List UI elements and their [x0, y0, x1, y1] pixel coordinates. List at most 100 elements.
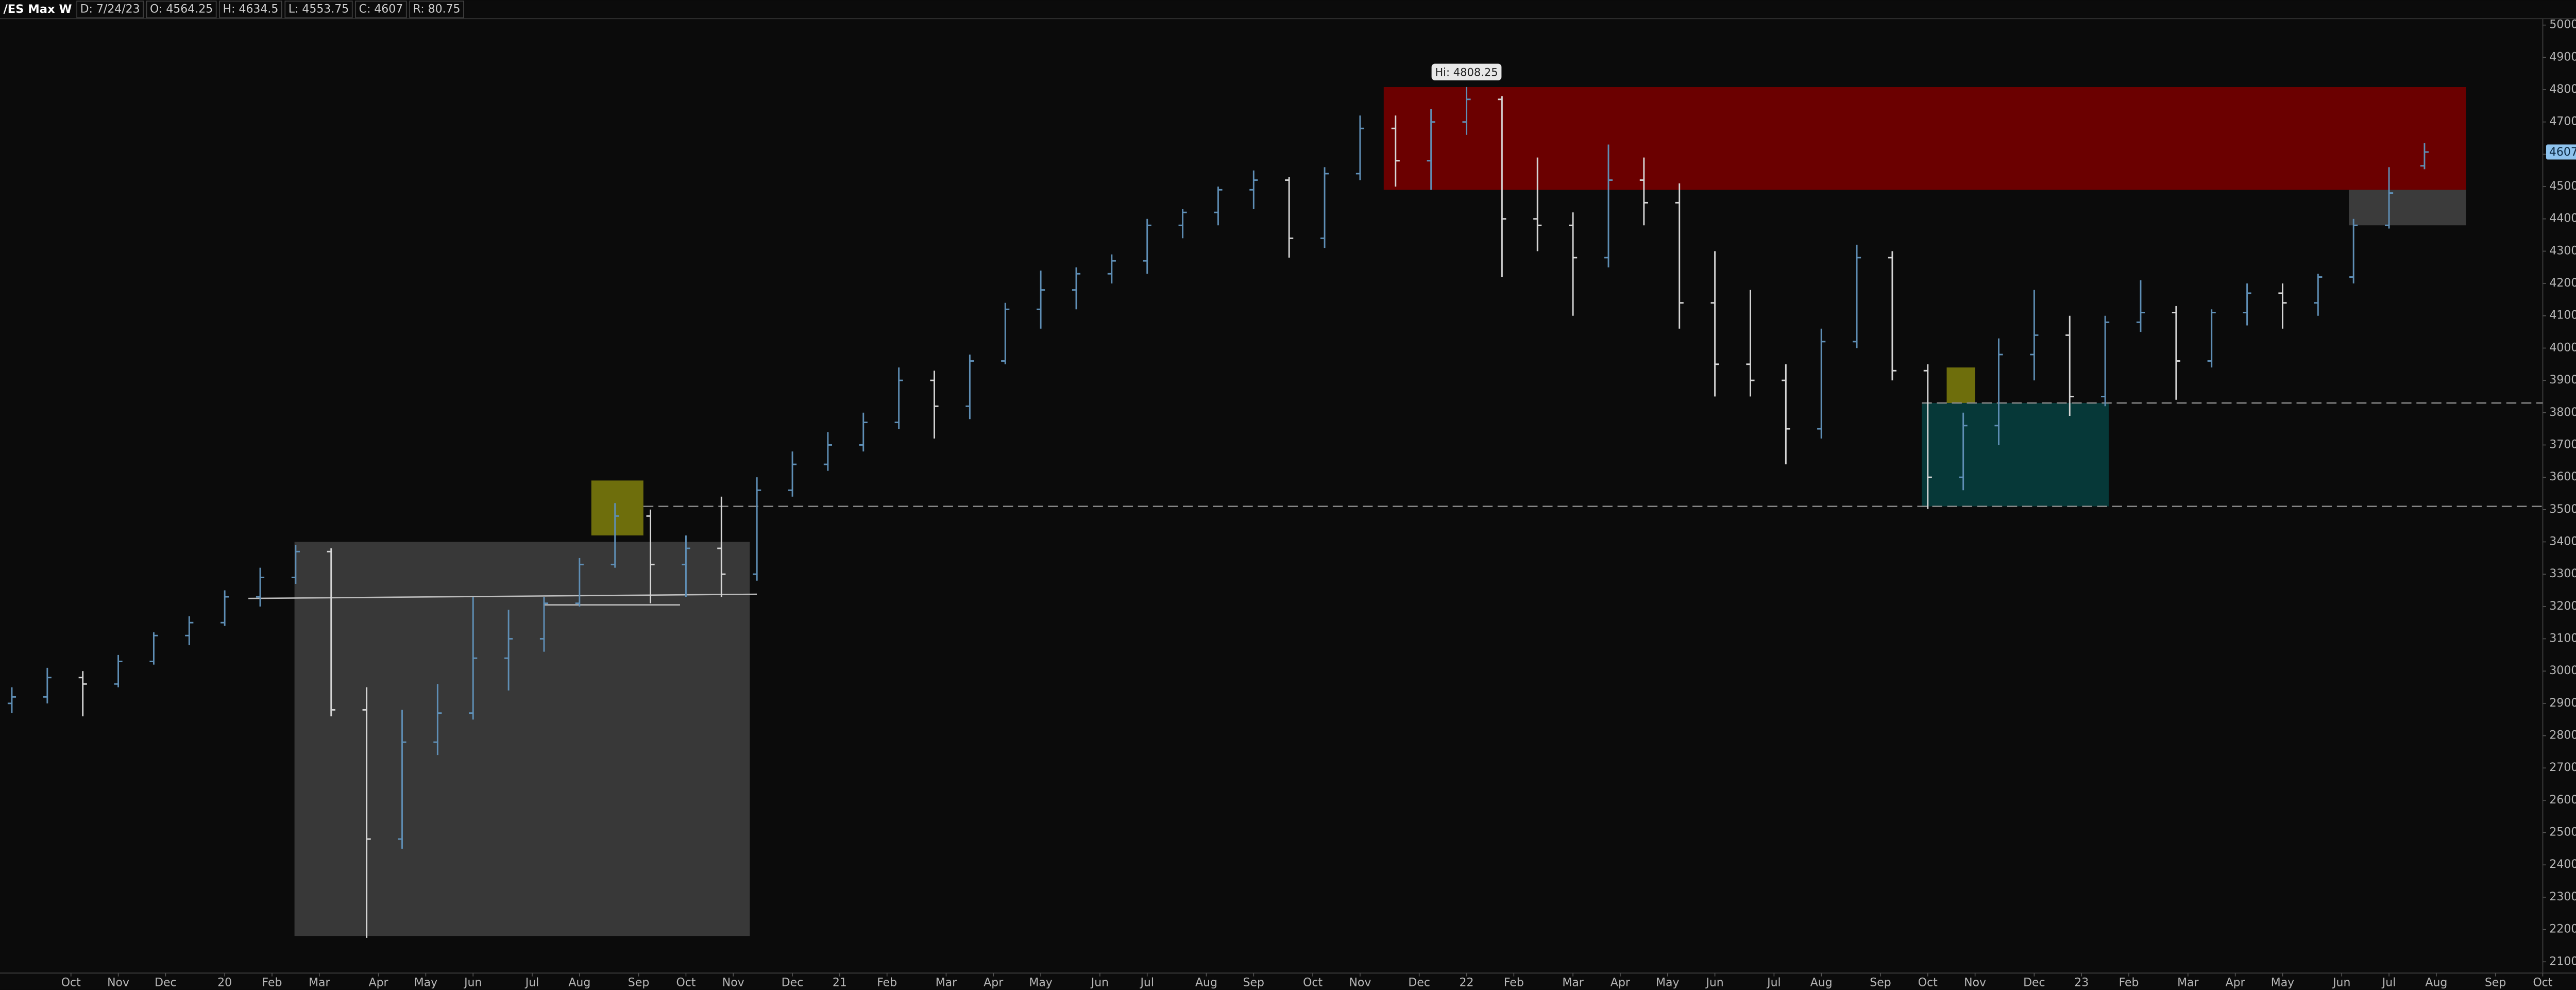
last-price-box [2546, 144, 2576, 160]
y-tick-label: 3200 [2549, 600, 2576, 613]
y-tick-label: 4900 [2549, 51, 2576, 63]
y-tick-label: 4100 [2549, 309, 2576, 322]
header-field: C: 4607 [359, 3, 403, 15]
x-tick-label: Oct [1303, 977, 1323, 989]
y-tick-label: 4500 [2549, 180, 2576, 193]
zone [1946, 367, 1975, 403]
y-tick-label: 3800 [2549, 406, 2576, 419]
y-tick-label: 4400 [2549, 212, 2576, 225]
x-tick-label: Nov [1349, 977, 1371, 989]
y-tick-label: 2700 [2549, 761, 2576, 774]
x-tick-label: Jun [1705, 977, 1723, 989]
header-field-box [355, 1, 407, 19]
y-tick-label: 4300 [2549, 244, 2576, 257]
zone [1922, 402, 2109, 507]
y-tick-label: 2400 [2549, 858, 2576, 871]
x-tick-label: Oct [2533, 977, 2552, 989]
x-tick-label: 21 [833, 977, 847, 989]
zone [591, 480, 643, 535]
x-tick-label: Apr [369, 977, 389, 989]
x-tick-label: May [1029, 977, 1052, 989]
x-tick-label: Dec [782, 977, 804, 989]
y-tick-label: 3300 [2549, 567, 2576, 580]
y-tick-label: 3100 [2549, 632, 2576, 645]
y-tick-label: 2200 [2549, 923, 2576, 936]
y-tick-label: 2300 [2549, 891, 2576, 903]
y-tick-label: 4800 [2549, 83, 2576, 96]
y-tick-label: 4700 [2549, 115, 2576, 128]
x-tick-label: Sep [1870, 977, 1891, 989]
x-tick-label: Feb [262, 977, 282, 989]
x-tick-label: May [414, 977, 437, 989]
y-tick-label: 3400 [2549, 535, 2576, 548]
y-tick-label: 2500 [2549, 826, 2576, 839]
x-tick-label: Jul [1766, 977, 1781, 989]
x-tick-label: Oct [676, 977, 696, 989]
x-tick-label: Aug [1195, 977, 1217, 989]
header-field-box [76, 1, 144, 19]
header-field: H: 4634.5 [223, 3, 279, 15]
x-tick-label: May [1656, 977, 1679, 989]
header-field: O: 4564.25 [150, 3, 213, 15]
y-tick-label: 2600 [2549, 794, 2576, 807]
x-tick-label: Jun [1090, 977, 1109, 989]
zone [1383, 87, 2466, 190]
x-tick-label: Sep [2485, 977, 2506, 989]
x-tick-label: Sep [1243, 977, 1264, 989]
header-field: L: 4553.75 [289, 3, 349, 15]
x-tick-label: Jun [2332, 977, 2350, 989]
x-tick-label: Mar [309, 977, 330, 989]
header-field-box [284, 1, 353, 19]
x-tick-label: Jul [2381, 977, 2396, 989]
x-tick-label: Aug [1810, 977, 1833, 989]
axes: 2100 2200 2300 2400 2500 2600 2700 2800 2900 3000… [61, 19, 2576, 989]
x-tick-label: 23 [2074, 977, 2089, 989]
zones [248, 87, 2543, 936]
header-field-box [409, 1, 464, 19]
y-tick-label: 3900 [2549, 374, 2576, 387]
x-tick-label: Dec [2023, 977, 2045, 989]
x-tick-label: Jul [1139, 977, 1154, 989]
x-tick-label: Mar [2177, 977, 2199, 989]
x-tick-label: Jun [463, 977, 482, 989]
x-tick-label: Nov [722, 977, 744, 989]
x-tick-label: Aug [2425, 977, 2447, 989]
x-tick-label: Apr [984, 977, 1004, 989]
header-field-box [146, 1, 217, 19]
symbol-title: /ES Max W [3, 3, 72, 16]
header-field: R: 80.75 [413, 3, 461, 15]
header-field-box [219, 1, 282, 19]
x-tick-label: Apr [2226, 977, 2246, 989]
x-tick-label: Dec [1408, 977, 1430, 989]
y-tick-label: 3700 [2549, 438, 2576, 451]
x-tick-label: Sep [628, 977, 649, 989]
x-tick-label: Mar [936, 977, 957, 989]
header-field: D: 7/24/23 [80, 3, 140, 15]
last-price-label: 4607 [2549, 146, 2576, 159]
y-tick-label: 3000 [2549, 664, 2576, 677]
x-tick-label: Jul [524, 977, 539, 989]
y-tick-label: 2900 [2549, 697, 2576, 710]
x-tick-label: Oct [61, 977, 81, 989]
trend-line [248, 593, 757, 599]
x-tick-label: Feb [877, 977, 897, 989]
y-tick-label: 4200 [2549, 277, 2576, 290]
x-tick-label: Aug [568, 977, 590, 989]
high-label: Hi: 4808.25 [1435, 66, 1498, 78]
x-tick-label: 22 [1460, 977, 1474, 989]
y-tick-label: 2800 [2549, 729, 2576, 742]
bars: Hi: 4808.25 [7, 63, 2429, 938]
y-tick-label: 3600 [2549, 471, 2576, 483]
zone [294, 542, 750, 936]
x-tick-label: Mar [1562, 977, 1584, 989]
y-tick-label: 2100 [2549, 955, 2576, 968]
x-tick-label: Dec [155, 977, 177, 989]
x-tick-label: Feb [2119, 977, 2139, 989]
x-tick-label: Feb [1504, 977, 1524, 989]
y-tick-label: 4000 [2549, 341, 2576, 354]
zone [2349, 190, 2466, 226]
x-tick-label: Oct [1918, 977, 1938, 989]
y-tick-label: 5000 [2549, 19, 2576, 31]
